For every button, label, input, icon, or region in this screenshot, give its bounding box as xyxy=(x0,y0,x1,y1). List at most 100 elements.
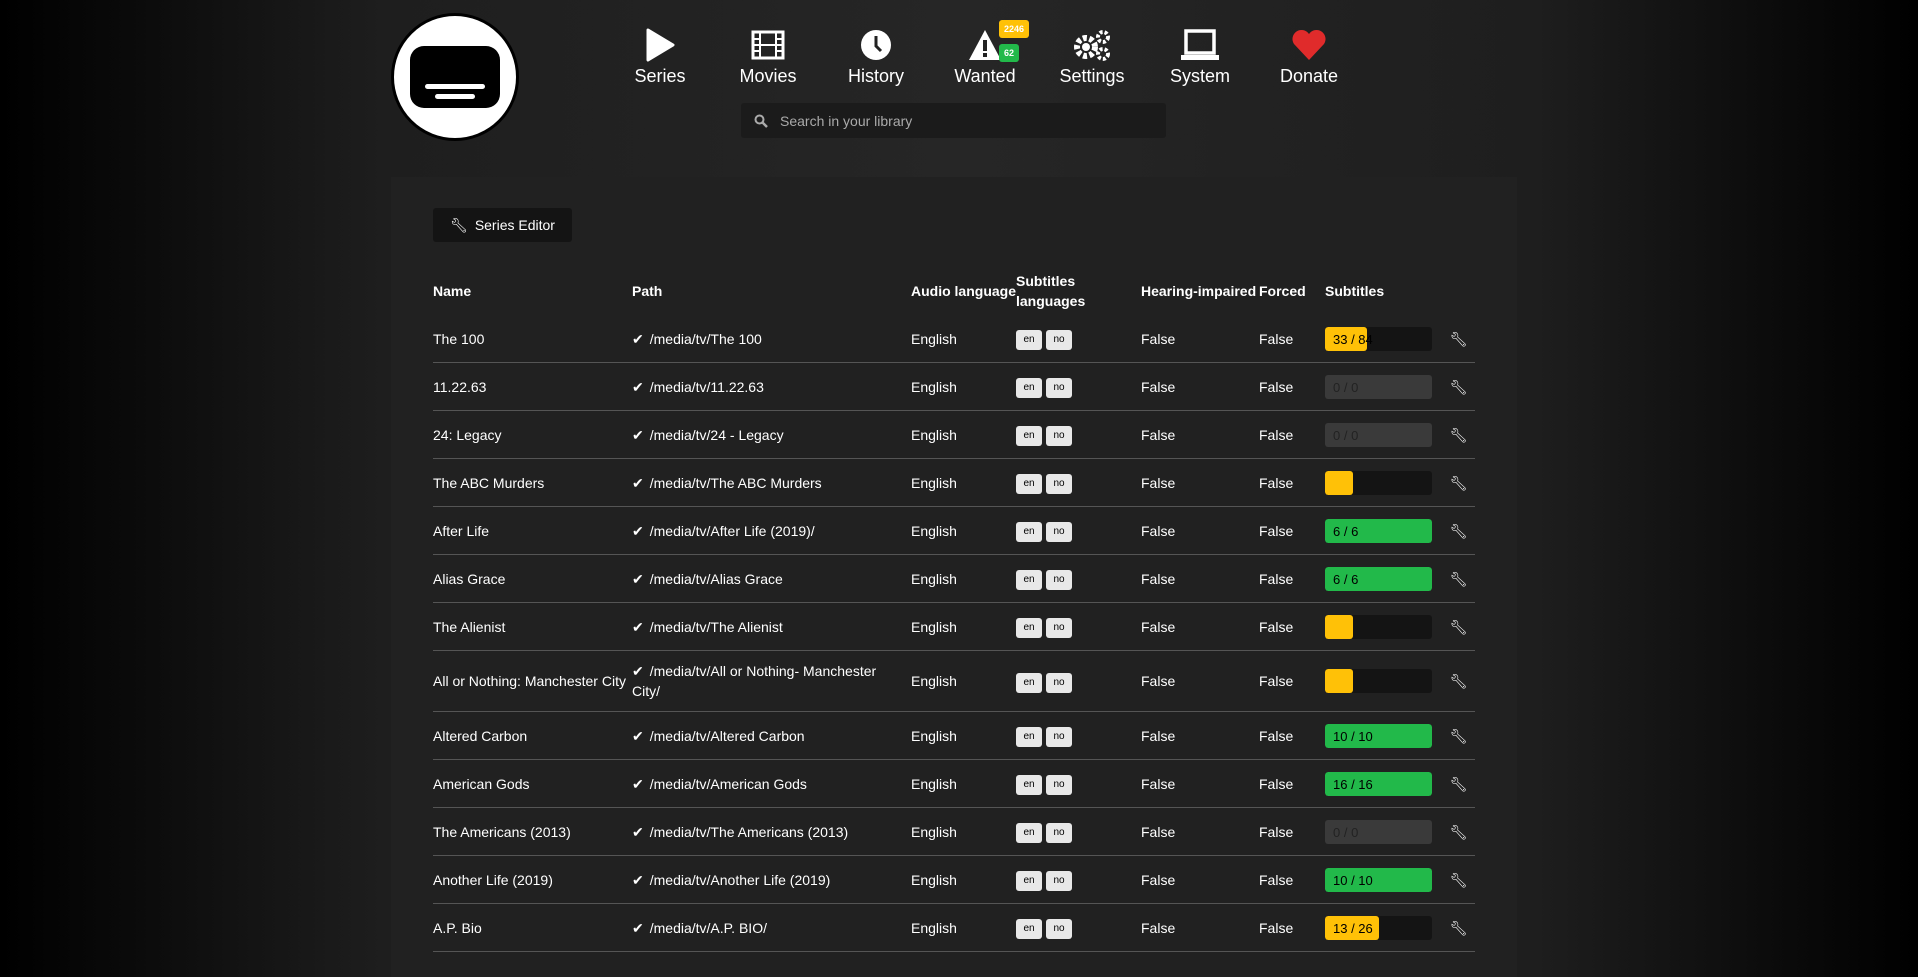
wrench-icon[interactable]: 🔧︎ xyxy=(1449,522,1468,539)
series-name-link[interactable]: The Alienist xyxy=(433,618,506,635)
table-row: After Life ✔ /media/tv/After Life (2019)/ E… xyxy=(433,506,1475,555)
audio-language: English xyxy=(911,554,1016,603)
audio-language: English xyxy=(911,315,1016,363)
film-icon xyxy=(718,28,818,62)
series-name-link[interactable]: After Life xyxy=(433,522,490,539)
hearing-impaired: False xyxy=(1141,315,1259,363)
progress-fill xyxy=(1325,614,1353,639)
language-badge: no xyxy=(1046,727,1072,747)
audio-language: English xyxy=(911,807,1016,856)
wrench-icon[interactable]: 🔧︎ xyxy=(1449,618,1468,635)
language-badge: en xyxy=(1016,823,1042,843)
language-badge: no xyxy=(1046,823,1072,843)
hearing-impaired: False xyxy=(1141,807,1259,856)
series-path: /media/tv/After Life (2019)/ xyxy=(649,522,815,539)
table-row: The ABC Murders ✔ /media/tv/The ABC Murder… xyxy=(433,458,1475,507)
audio-language: English xyxy=(911,855,1016,904)
forced: False xyxy=(1259,759,1325,808)
language-badge: en xyxy=(1016,871,1042,891)
column-header: Name xyxy=(433,283,472,299)
series-path: /media/tv/The Alienist xyxy=(649,618,783,635)
nav-series[interactable]: Series xyxy=(610,28,710,87)
series-name-link[interactable]: The 100 xyxy=(433,330,485,347)
progress-text: 0 / 0 xyxy=(1333,427,1359,443)
search-bar[interactable] xyxy=(741,103,1166,138)
wrench-icon[interactable]: 🔧︎ xyxy=(1449,775,1468,792)
nav-system[interactable]: System xyxy=(1150,28,1250,87)
language-badge: no xyxy=(1046,378,1072,398)
series-name-link[interactable]: The ABC Murders xyxy=(433,474,545,491)
nav-wanted[interactable]: Wanted 2246 62 xyxy=(935,20,1035,87)
wrench-icon[interactable]: 🔧︎ xyxy=(1449,871,1468,888)
subtitles-progress-bar xyxy=(1325,669,1432,693)
forced: False xyxy=(1259,807,1325,856)
series-name-link[interactable]: Another Life (2019) xyxy=(433,871,553,888)
search-icon xyxy=(754,114,768,128)
progress-fill xyxy=(1325,669,1353,693)
table-row: A.P. Bio ✔ /media/tv/A.P. BIO/English en no F… xyxy=(433,903,1475,952)
gears-icon xyxy=(1042,28,1142,62)
series-name-link[interactable]: 11.22.63 xyxy=(433,378,487,395)
forced: False xyxy=(1259,711,1325,760)
wrench-icon[interactable]: 🔧︎ xyxy=(1449,823,1468,840)
clock-icon xyxy=(826,28,926,62)
subtitles-progress-bar: 10 / 10 xyxy=(1325,723,1432,748)
language-badge: no xyxy=(1046,618,1072,638)
check-icon: ✔ xyxy=(632,919,644,936)
progress-fill xyxy=(1325,470,1353,495)
audio-language: English xyxy=(911,650,1016,712)
check-icon: ✔ xyxy=(632,823,644,840)
wrench-icon[interactable]: 🔧︎ xyxy=(1449,378,1468,395)
nav-history[interactable]: History xyxy=(826,28,926,87)
wanted-movies-badge: 62 xyxy=(999,44,1020,62)
progress-text: 6 / 6 xyxy=(1333,571,1359,587)
progress-fill xyxy=(1325,915,1379,940)
nav-movies[interactable]: Movies xyxy=(718,28,818,87)
table-row: Alias Grace ✔ /media/tv/Alias Grace English… xyxy=(433,554,1475,603)
series-name-link[interactable]: The Americans (2013) xyxy=(433,823,571,840)
series-name-link[interactable]: Alias Grace xyxy=(433,570,506,587)
hearing-impaired: False xyxy=(1141,410,1259,459)
language-badge: en xyxy=(1016,618,1042,638)
wrench-icon[interactable]: 🔧︎ xyxy=(1449,474,1468,491)
series-name-link[interactable]: 24: Legacy xyxy=(433,426,502,443)
table-row: American Gods ✔ /media/tv/American Gods Eng… xyxy=(433,759,1475,808)
progress-text: 16 / 16 xyxy=(1333,776,1373,792)
progress-fill xyxy=(1325,723,1432,748)
series-editor-button[interactable]: 🔧︎ Series Editor xyxy=(433,208,572,242)
check-icon: ✔ xyxy=(632,663,644,679)
wrench-icon[interactable]: 🔧︎ xyxy=(1449,426,1468,443)
nav-label: Wanted xyxy=(954,66,1016,86)
table-row: The Alienist ✔ /media/tv/The Alienist Engli… xyxy=(433,602,1475,651)
warning-icon xyxy=(935,28,1035,62)
column-header: Audio language xyxy=(911,283,1016,299)
series-path: /media/tv/11.22.63 xyxy=(649,378,764,395)
wrench-icon[interactable]: 🔧︎ xyxy=(1449,727,1468,744)
bazarr-logo[interactable] xyxy=(391,13,519,141)
subtitles-progress-bar: 33 / 84 xyxy=(1325,326,1432,351)
progress-fill xyxy=(1325,771,1432,796)
wrench-icon[interactable]: 🔧︎ xyxy=(1449,673,1468,689)
progress-fill xyxy=(1325,326,1367,351)
table-row: 24: Legacy ✔ /media/tv/24 - Legacy English e… xyxy=(433,410,1475,459)
language-badge: en xyxy=(1016,330,1042,350)
forced: False xyxy=(1259,506,1325,555)
nav-settings[interactable]: Settings xyxy=(1042,28,1142,87)
table-row: Another Life (2019) ✔ /media/tv/Another Li… xyxy=(433,855,1475,904)
wrench-icon[interactable]: 🔧︎ xyxy=(1449,570,1468,587)
series-name-link[interactable]: All or Nothing: Manchester City xyxy=(433,673,626,689)
nav-donate[interactable]: Donate xyxy=(1259,28,1359,87)
check-icon: ✔ xyxy=(632,570,644,587)
forced: False xyxy=(1259,362,1325,411)
search-input[interactable] xyxy=(778,111,1162,130)
progress-text: 33 / 84 xyxy=(1333,331,1373,347)
series-name-link[interactable]: A.P. Bio xyxy=(433,919,482,936)
check-icon: ✔ xyxy=(632,871,644,888)
language-badge: en xyxy=(1016,672,1042,693)
heart-icon xyxy=(1259,28,1359,62)
wrench-icon[interactable]: 🔧︎ xyxy=(1449,330,1468,347)
series-name-link[interactable]: Altered Carbon xyxy=(433,727,528,744)
series-name-link[interactable]: American Gods xyxy=(433,775,530,792)
wrench-icon[interactable]: 🔧︎ xyxy=(1449,919,1468,936)
progress-fill xyxy=(1325,518,1432,543)
